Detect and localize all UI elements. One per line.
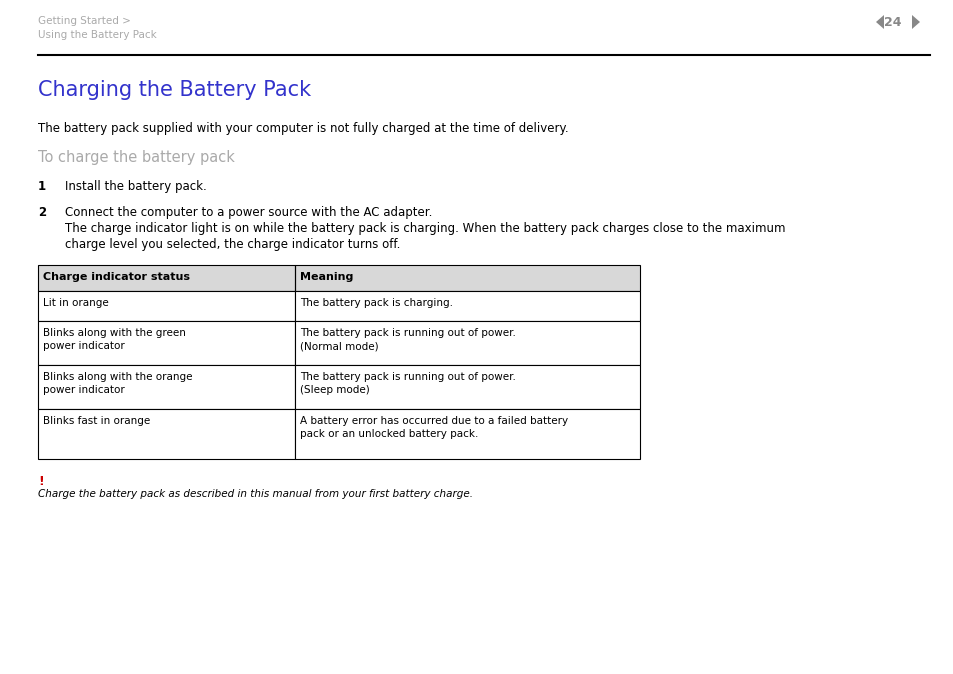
Bar bbox=[38, 291, 294, 321]
Bar bbox=[38, 265, 639, 291]
Text: Charging the Battery Pack: Charging the Battery Pack bbox=[38, 80, 311, 100]
Text: The battery pack is running out of power.
(Sleep mode): The battery pack is running out of power… bbox=[299, 372, 516, 395]
Bar bbox=[294, 409, 639, 459]
Text: Getting Started >: Getting Started > bbox=[38, 16, 131, 26]
Text: Connect the computer to a power source with the AC adapter.: Connect the computer to a power source w… bbox=[65, 206, 432, 219]
Bar bbox=[294, 321, 639, 365]
Text: 2: 2 bbox=[38, 206, 46, 219]
Text: Lit in orange: Lit in orange bbox=[43, 298, 109, 308]
Text: Install the battery pack.: Install the battery pack. bbox=[65, 180, 207, 193]
Text: Blinks fast in orange: Blinks fast in orange bbox=[43, 416, 150, 426]
Text: The battery pack is charging.: The battery pack is charging. bbox=[299, 298, 453, 308]
Polygon shape bbox=[875, 15, 883, 29]
Text: Meaning: Meaning bbox=[299, 272, 353, 282]
Bar bbox=[38, 265, 294, 291]
Bar bbox=[38, 321, 294, 365]
Text: charge level you selected, the charge indicator turns off.: charge level you selected, the charge in… bbox=[65, 238, 400, 251]
Text: Charge the battery pack as described in this manual from your first battery char: Charge the battery pack as described in … bbox=[38, 489, 473, 499]
Text: To charge the battery pack: To charge the battery pack bbox=[38, 150, 234, 165]
Text: Using the Battery Pack: Using the Battery Pack bbox=[38, 30, 156, 40]
Bar bbox=[38, 409, 294, 459]
Text: !: ! bbox=[38, 475, 44, 488]
Bar bbox=[294, 365, 639, 409]
Text: Charge indicator status: Charge indicator status bbox=[43, 272, 190, 282]
Polygon shape bbox=[911, 15, 919, 29]
Text: Blinks along with the orange
power indicator: Blinks along with the orange power indic… bbox=[43, 372, 193, 395]
Text: The charge indicator light is on while the battery pack is charging. When the ba: The charge indicator light is on while t… bbox=[65, 222, 784, 235]
Bar bbox=[38, 365, 294, 409]
Text: 1: 1 bbox=[38, 180, 46, 193]
Bar bbox=[294, 265, 639, 291]
Text: The battery pack is running out of power.
(Normal mode): The battery pack is running out of power… bbox=[299, 328, 516, 351]
Text: The battery pack supplied with your computer is not fully charged at the time of: The battery pack supplied with your comp… bbox=[38, 122, 568, 135]
Text: A battery error has occurred due to a failed battery
pack or an unlocked battery: A battery error has occurred due to a fa… bbox=[299, 416, 568, 439]
Text: Blinks along with the green
power indicator: Blinks along with the green power indica… bbox=[43, 328, 186, 351]
Bar bbox=[294, 291, 639, 321]
Text: 24: 24 bbox=[883, 16, 901, 28]
